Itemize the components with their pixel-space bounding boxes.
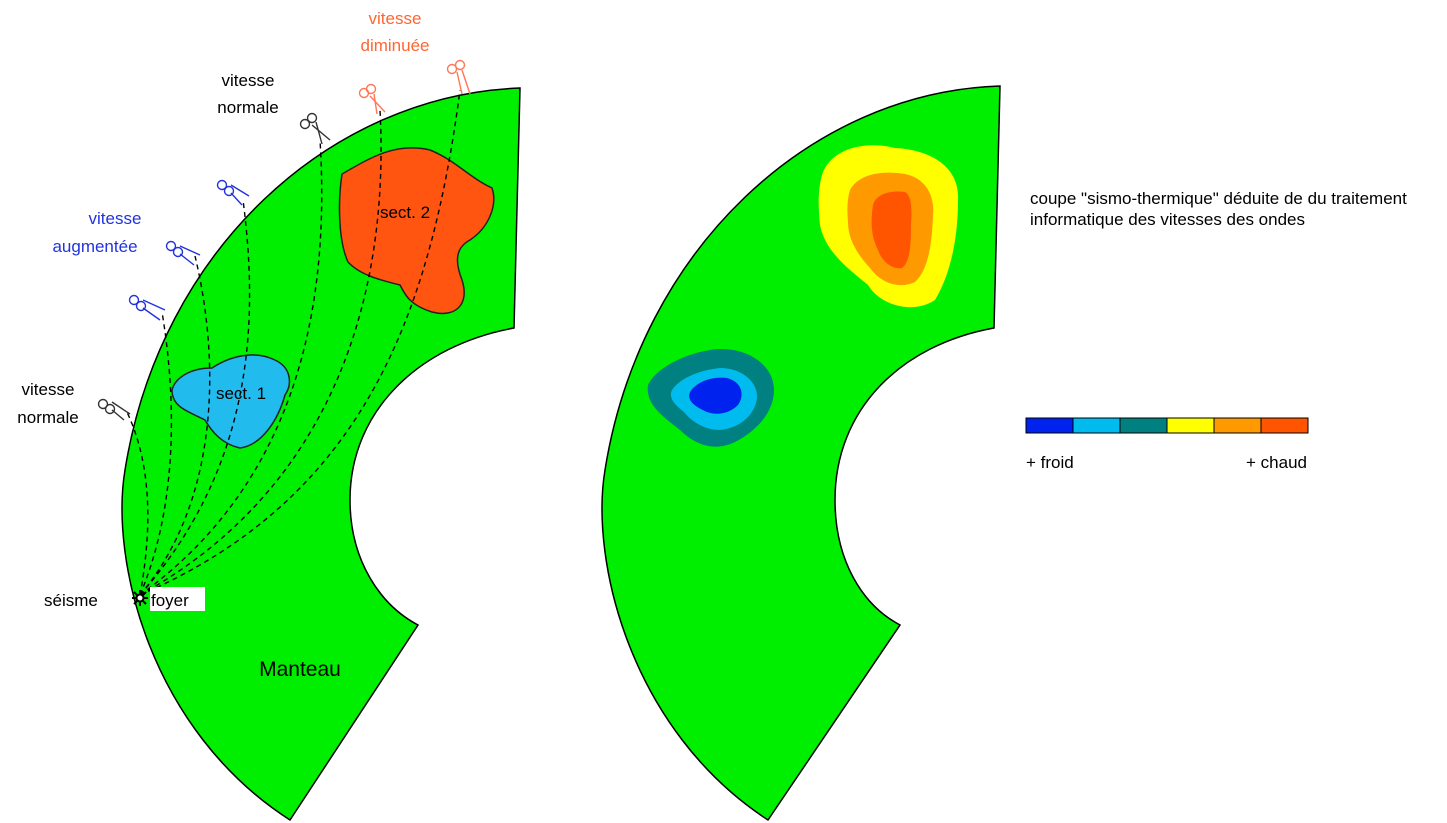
scale-swatch <box>1119 417 1168 434</box>
temperature-scale <box>1025 417 1309 434</box>
label-vitesse-normale-top-2: normale <box>217 98 278 117</box>
label-manteau: Manteau <box>259 658 341 681</box>
ray-path <box>139 311 173 596</box>
ray-path <box>125 409 149 596</box>
label-vitesse-normale-left-1: vitesse <box>22 380 75 399</box>
ray-path <box>139 89 461 596</box>
scale-label-froid: + froid <box>1026 453 1074 472</box>
scale-swatch <box>1213 417 1262 434</box>
hot-anomaly-core <box>871 191 912 269</box>
ray-path <box>139 139 323 596</box>
label-vitesse-diminuee-2: diminuée <box>361 36 430 55</box>
scale-swatch <box>1072 417 1121 434</box>
label-vitesse-normale-left-2: normale <box>17 408 78 427</box>
seismometer-normal-left <box>97 398 131 421</box>
seismometer-increased-1 <box>128 294 166 321</box>
ray-path <box>139 199 251 596</box>
scale-swatch <box>1025 417 1074 434</box>
seismometer-increased-2 <box>165 240 201 266</box>
seismometer-decreased-2 <box>446 59 471 95</box>
description-text: coupe "sismo-thermique" déduite de du tr… <box>1030 189 1407 229</box>
foyer-label-bg <box>150 587 205 611</box>
label-sect2: sect. 2 <box>380 203 430 222</box>
ray-path <box>139 109 382 596</box>
label-foyer: foyer <box>151 591 189 610</box>
scale-label-chaud: + chaud <box>1246 453 1307 472</box>
scale-swatch <box>1166 417 1215 434</box>
seismometer-increased-3 <box>216 179 250 206</box>
ray-paths <box>125 89 461 596</box>
seismometer-normal-top <box>299 112 331 145</box>
seismometer-decreased-1 <box>358 83 386 115</box>
scale-swatch <box>1260 417 1309 434</box>
label-vitesse-augmentee-2: augmentée <box>52 237 137 256</box>
label-vitesse-normale-top-1: vitesse <box>222 71 275 90</box>
sector-2-region <box>338 147 495 315</box>
earthquake-focus-icon <box>132 590 148 606</box>
ray-path <box>139 255 211 596</box>
sector-1-region <box>171 354 291 449</box>
cold-anomaly-core <box>689 377 742 414</box>
label-sect1: sect. 1 <box>216 384 266 403</box>
label-seisme: séisme <box>44 591 98 610</box>
label-vitesse-augmentee-1: vitesse <box>89 209 142 228</box>
label-vitesse-diminuee-1: vitesse <box>369 9 422 28</box>
